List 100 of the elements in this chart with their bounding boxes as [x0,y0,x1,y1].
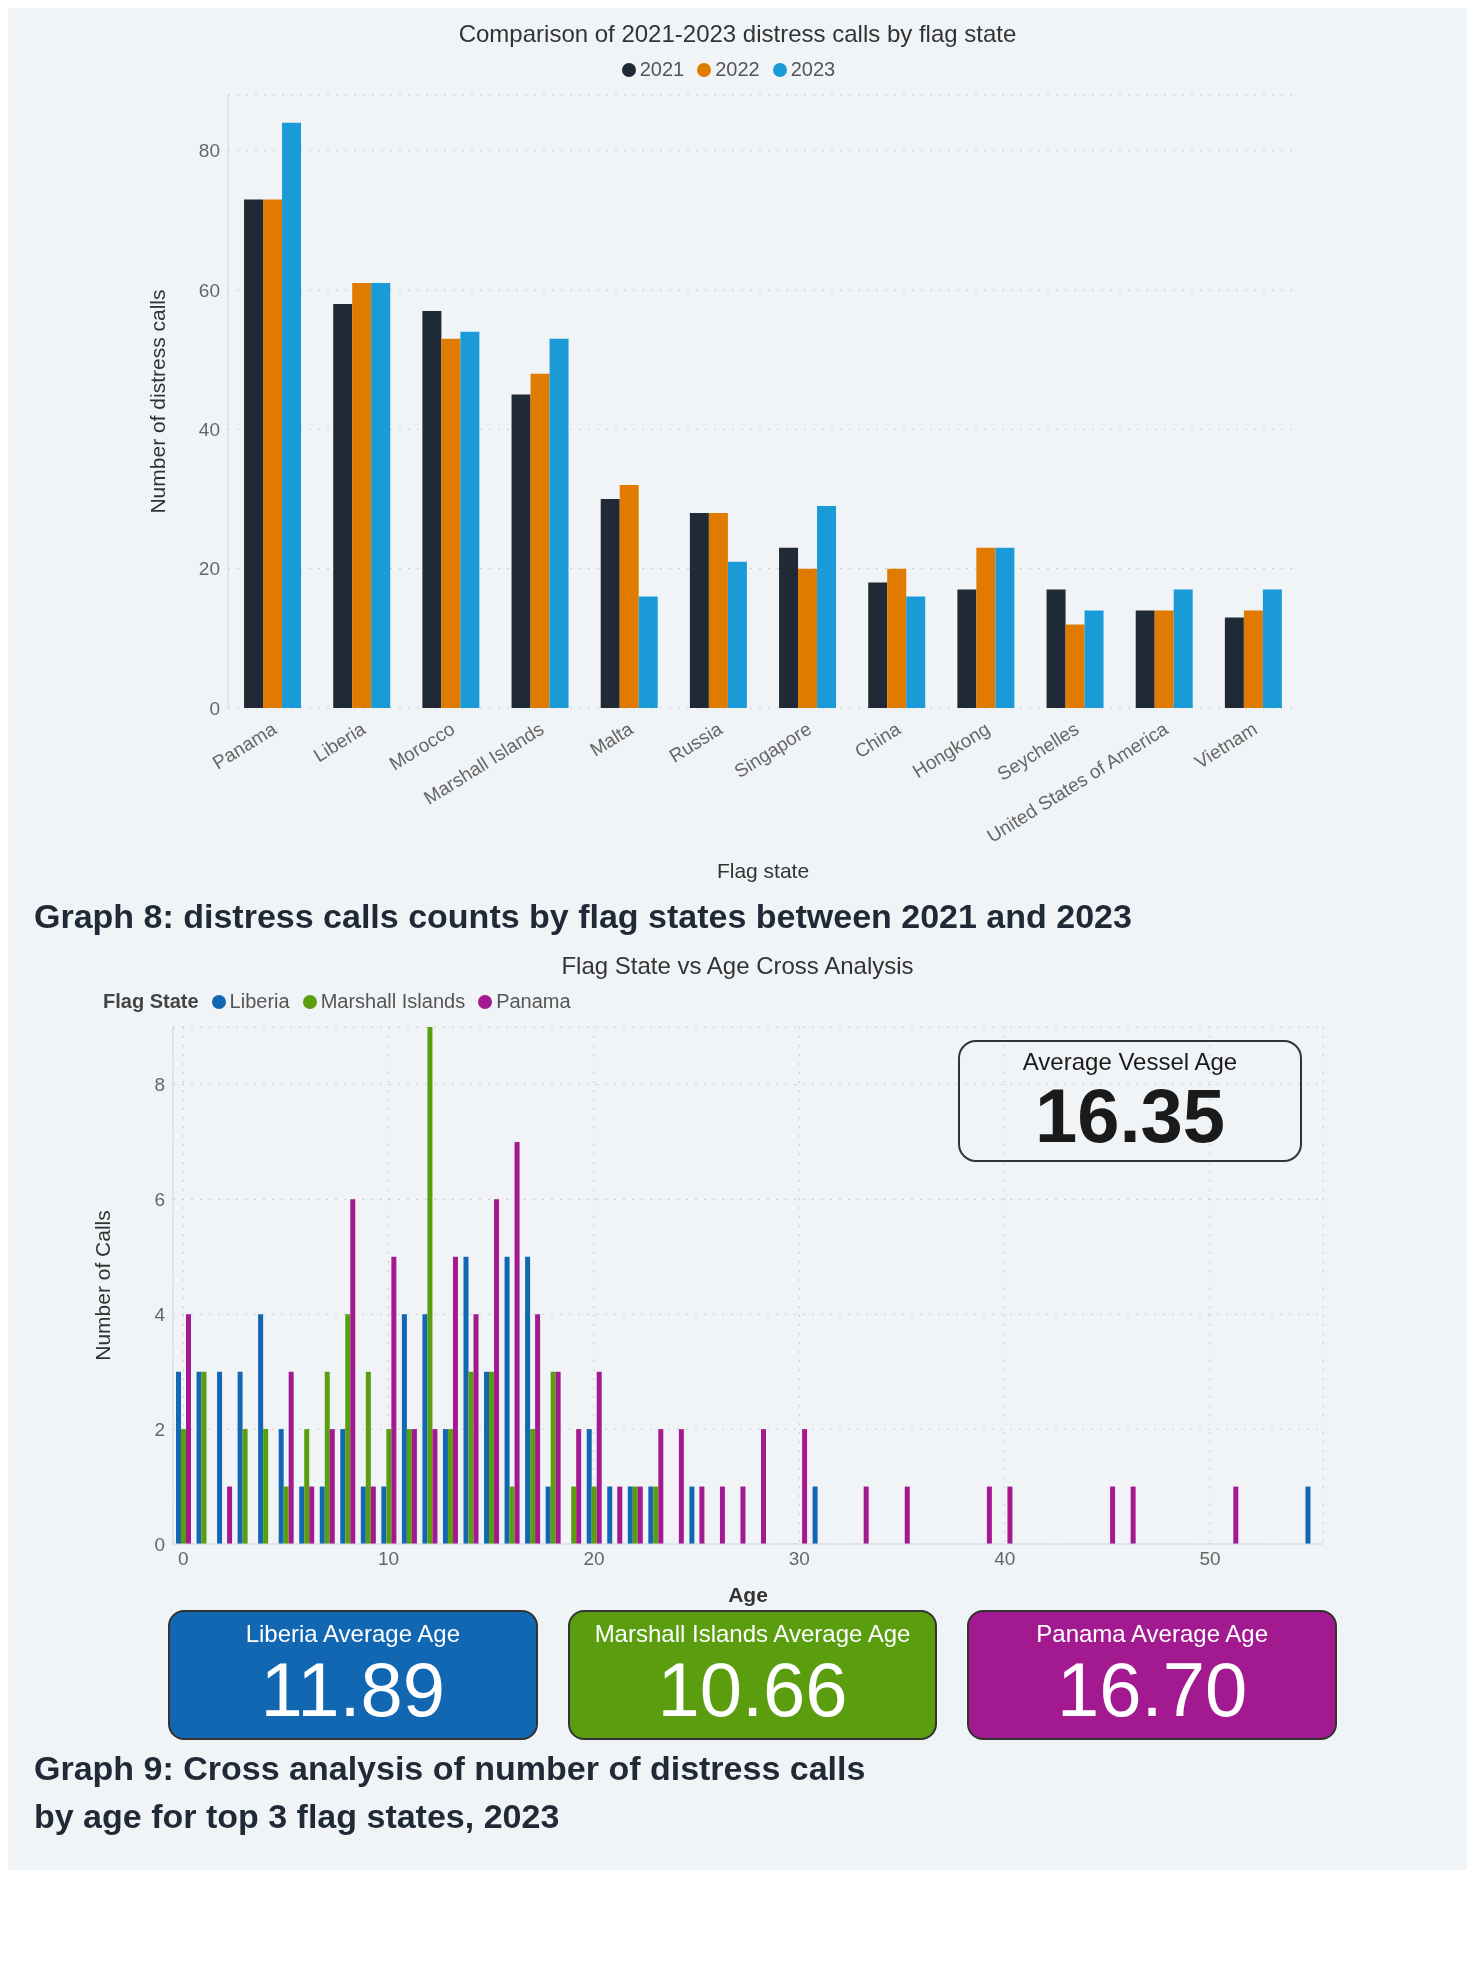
bar [463,1256,469,1544]
caption: Graph 9: Cross analysis of number of distress calls by age for top 3 flag states, 2023 [33,1748,867,1837]
bar [632,1486,638,1544]
bar [863,1486,869,1544]
legend-label: 2021 [638,58,685,81]
bar [442,1429,448,1544]
bar [309,1486,315,1544]
bar [391,1256,397,1544]
legend-title: Flag State [103,990,199,1013]
bar [887,568,907,708]
bar [201,1371,207,1544]
bar [484,1371,490,1544]
bar [176,1371,181,1544]
x-axis-title: Flag state [716,859,810,882]
bar [460,331,480,708]
bar [299,1486,305,1544]
chart-title: Comparison of 2021-2023 distress calls by flag state [457,20,1018,49]
text: Liberia Average Age [244,1620,462,1648]
y-tick-label: 80 [198,140,220,162]
annotation: Average Vessel Age [1021,1048,1239,1076]
x-tick-label: China [850,717,905,763]
bar [227,1486,233,1544]
y-tick-label: 6 [154,1189,165,1211]
bar [422,310,442,708]
legend-label: 2022 [714,58,760,81]
bar [555,1371,561,1544]
bar [986,1486,992,1544]
bar [719,1486,725,1544]
bar [447,1429,453,1544]
bar [324,1371,330,1544]
bar [432,1429,438,1544]
bar [727,561,747,708]
bar [329,1429,335,1544]
bar [386,1429,392,1544]
bar [530,1429,536,1544]
bar [906,596,926,708]
bar [278,1429,284,1544]
y-tick-label: 8 [154,1074,165,1096]
y-tick-label: 60 [198,279,220,301]
bar [1173,589,1193,708]
chart-title: Flag State vs Age Cross Analysis [560,952,915,981]
bar [648,1486,654,1544]
bar [607,1486,613,1544]
y-tick-label: 0 [154,1533,165,1555]
bar [1130,1486,1136,1544]
bar [740,1486,746,1544]
x-tick-label: 30 [788,1548,810,1570]
bar [812,1486,818,1544]
bar [1305,1486,1311,1544]
bar [1007,1486,1013,1544]
bar [802,1429,808,1544]
x-tick-label: 20 [583,1548,605,1570]
y-tick-label: 20 [198,558,220,580]
legend-label: Panama [495,990,571,1013]
bar [283,1486,289,1544]
bar [525,1256,531,1544]
bar [360,1486,366,1544]
caption: Graph 8: distress calls counts by flag states between 2021 and 2023 [33,896,1133,937]
bar [576,1429,582,1544]
text: 16.70 [1056,1647,1249,1732]
bar [489,1371,495,1544]
bar [689,512,709,708]
bar [995,547,1015,708]
y-tick-label: 2 [154,1418,165,1440]
bar [282,122,302,708]
text: 11.89 [259,1647,447,1732]
bar [619,485,639,708]
bar [779,547,799,708]
bar [596,1371,602,1544]
bar [340,1429,346,1544]
y-axis-title: Number of Calls [91,1210,115,1361]
bar [600,499,620,708]
bar [258,1314,264,1544]
x-axis-title: Age [728,1583,768,1606]
bar [511,394,531,708]
bar [761,1429,766,1544]
bar [591,1486,597,1544]
bar [304,1429,310,1544]
text: Panama Average Age [1035,1620,1270,1648]
bar [571,1486,577,1544]
x-tick-label: 10 [378,1548,400,1570]
bar [699,1486,705,1544]
bar [550,1371,556,1544]
bar [244,199,264,708]
bar [976,547,996,708]
bar [371,283,391,708]
bar [549,338,569,708]
bar [637,1486,643,1544]
bar [904,1486,910,1544]
bar [452,1256,458,1544]
bar [530,373,550,708]
bar [427,1027,433,1544]
y-tick-label: 4 [154,1303,166,1325]
bar [535,1314,541,1544]
bar [352,283,372,708]
bar [653,1486,659,1544]
text: 10.66 [656,1647,849,1732]
y-tick-label: 40 [198,419,220,441]
x-tick-label: 50 [1199,1548,1221,1570]
bar [545,1486,551,1544]
